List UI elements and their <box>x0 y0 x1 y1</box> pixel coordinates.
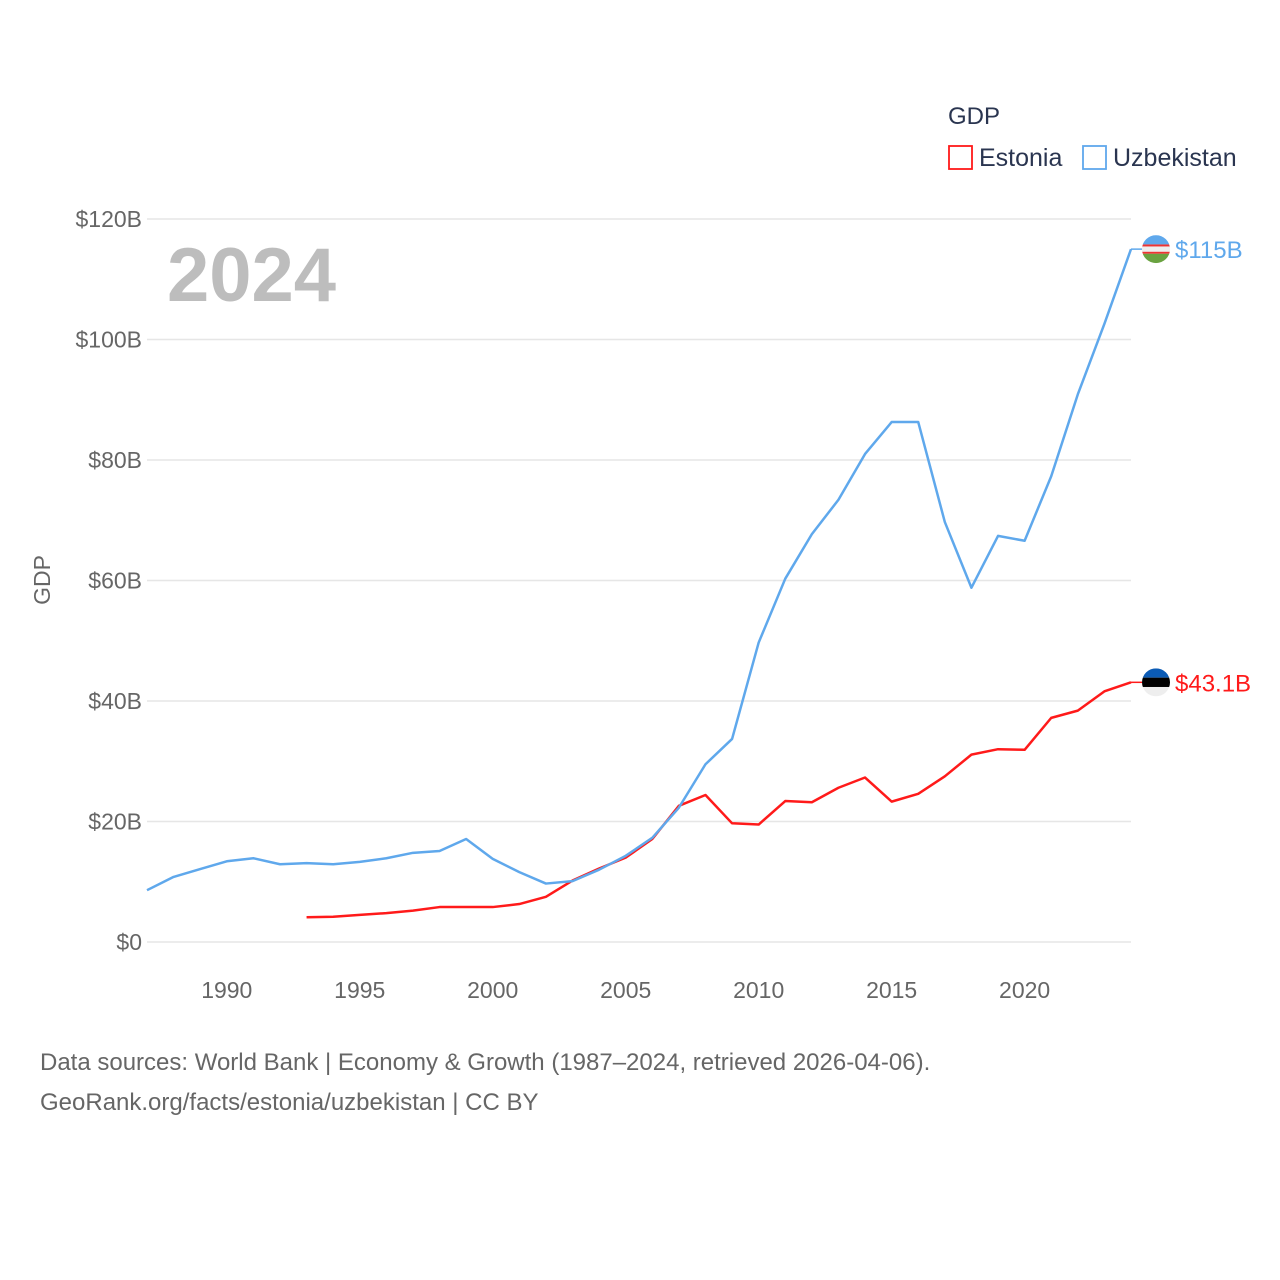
end-value-label: $115B <box>1175 237 1243 264</box>
flag-stripe <box>1142 668 1170 678</box>
flag-stripes <box>1142 668 1170 697</box>
flag-stripe <box>1142 253 1170 264</box>
y-tick-label: $120B <box>75 206 142 232</box>
flag-stripe <box>1142 251 1170 254</box>
flag-stripe <box>1142 244 1170 247</box>
uzbekistan-flag-icon <box>1142 235 1170 264</box>
series-line-estonia <box>306 681 1132 919</box>
year-watermark: 2024 <box>167 233 336 318</box>
end-value-label: $43.1B <box>1175 670 1251 697</box>
y-axis-label: GDP <box>29 555 55 605</box>
data-source-text: Data sources: World Bank | Economy & Gro… <box>40 1049 931 1076</box>
y-tick-label: $60B <box>88 568 142 594</box>
y-tick-label: $80B <box>88 447 142 473</box>
y-tick-label: $40B <box>88 688 142 714</box>
flag-stripe <box>1142 235 1170 245</box>
flag-stripes <box>1142 235 1170 264</box>
legend-label-uzbekistan[interactable]: Uzbekistan <box>1113 144 1237 172</box>
x-tick-label: 1995 <box>334 977 385 1003</box>
x-tick-label: 2015 <box>866 977 917 1003</box>
x-tick-label: 2000 <box>467 977 518 1003</box>
legend-swatch-estonia <box>948 145 973 170</box>
estonia-flag-icon <box>1142 668 1170 697</box>
y-tick-label: $100B <box>75 327 142 353</box>
x-tick-label: 1990 <box>201 977 252 1003</box>
flag-stripe <box>1142 686 1170 697</box>
y-tick-label: $20B <box>88 809 142 835</box>
x-tick-label: 2020 <box>999 977 1050 1003</box>
flag-stripe <box>1142 244 1170 254</box>
x-tick-label: 2005 <box>600 977 651 1003</box>
y-tick-label: $0 <box>116 929 142 955</box>
x-tick-label: 2010 <box>733 977 784 1003</box>
legend-label-estonia[interactable]: Estonia <box>979 144 1062 172</box>
legend-swatch-uzbekistan <box>1082 145 1107 170</box>
attribution-link[interactable]: GeoRank.org/facts/estonia/uzbekistan | C… <box>40 1089 539 1116</box>
footer: Data sources: World Bank | Economy & Gro… <box>40 1043 930 1123</box>
series-line-uzbekistan <box>146 248 1133 892</box>
flag-stripe <box>1142 677 1170 687</box>
legend-title: GDP <box>948 103 1000 130</box>
